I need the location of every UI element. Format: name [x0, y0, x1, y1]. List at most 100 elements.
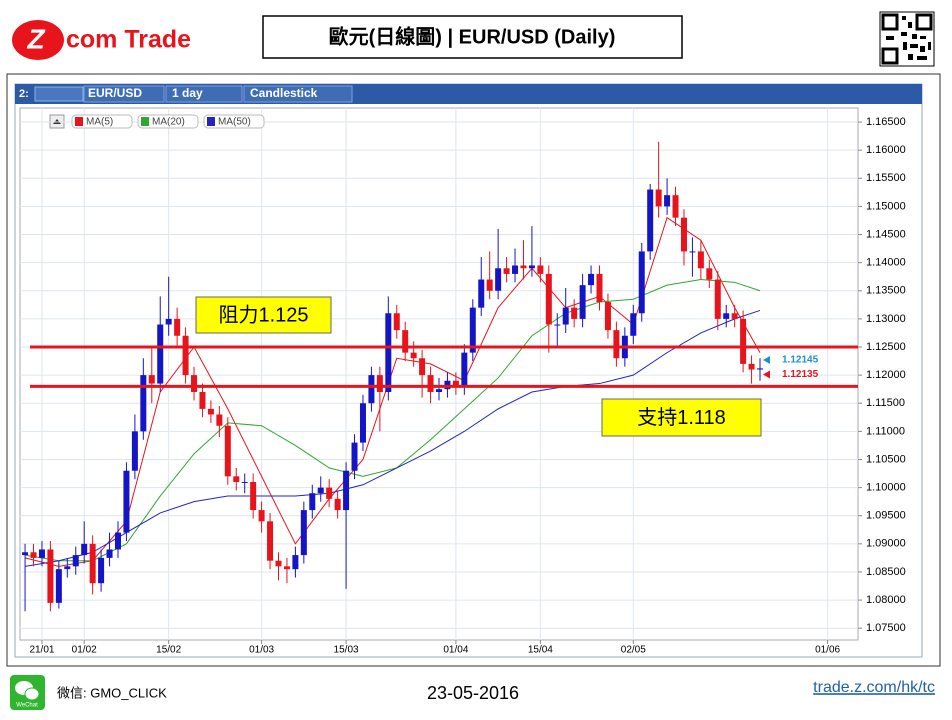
- plot-area: [19, 107, 859, 641]
- x-tick-label: 02/05: [621, 645, 646, 656]
- candle-body: [664, 195, 671, 207]
- price-tag: 1.12145: [782, 355, 819, 366]
- collapse-icon: [53, 119, 61, 124]
- candle-body: [326, 487, 333, 499]
- legend-box: [137, 114, 199, 129]
- legend-box: [203, 114, 265, 129]
- candle-body: [528, 265, 535, 269]
- level-label: 支持1.118: [637, 406, 726, 429]
- logo-text: com Trade: [66, 26, 191, 54]
- y-tick-label: 1.07500: [866, 622, 906, 634]
- x-tick-label: 21/01: [29, 645, 54, 656]
- candle-body: [579, 285, 586, 319]
- candle-body: [182, 335, 189, 376]
- candle-body: [571, 307, 578, 319]
- candle-body: [22, 552, 29, 556]
- candle-body: [655, 189, 662, 207]
- candle-body: [267, 521, 274, 561]
- style-button[interactable]: [243, 85, 353, 103]
- legend-box: [71, 114, 133, 129]
- candle-body: [376, 375, 383, 392]
- candle-body: [123, 470, 130, 533]
- x-tick-label: 15/02: [156, 645, 181, 656]
- y-tick-label: 1.11000: [866, 425, 905, 437]
- wechat-bubble: [24, 687, 40, 701]
- candle-body: [537, 265, 544, 274]
- candle-body: [689, 251, 696, 253]
- candle-body: [165, 318, 172, 325]
- candle-body: [199, 391, 206, 409]
- candle-body: [604, 302, 611, 331]
- y-tick-label: 1.10500: [866, 453, 906, 465]
- candle-body: [64, 566, 71, 570]
- period-button[interactable]: [165, 85, 243, 103]
- candle-body: [680, 217, 687, 252]
- price-tag: 1.12135: [782, 369, 819, 380]
- legend-swatch: [75, 117, 83, 126]
- candle-body: [106, 549, 113, 558]
- y-tick-label: 1.15000: [866, 200, 906, 212]
- legend-label: MA(5): [86, 117, 113, 128]
- candle-body: [731, 313, 738, 319]
- candle-body: [393, 313, 400, 331]
- candle-body: [486, 279, 493, 291]
- period: 1 day: [172, 86, 203, 100]
- ma-line: [24, 309, 761, 567]
- x-tick-label: 15/03: [334, 645, 359, 656]
- candle-body: [334, 498, 341, 511]
- candle-body: [672, 195, 679, 218]
- style: Candlestick: [250, 86, 318, 100]
- candle-body: [630, 313, 637, 336]
- candle-body: [757, 368, 764, 370]
- candle-body: [351, 442, 358, 471]
- y-tick-label: 1.10000: [866, 482, 906, 494]
- flag-icon: [34, 86, 84, 102]
- price-arrow: [763, 370, 770, 379]
- y-tick-label: 1.09000: [866, 538, 906, 550]
- candle-body: [461, 352, 468, 387]
- level-box: [195, 296, 332, 334]
- candle-body: [359, 403, 366, 443]
- toolbar-slot: 2:: [19, 88, 29, 100]
- candle-body: [748, 363, 755, 370]
- symbol-button[interactable]: [83, 85, 165, 103]
- y-tick-label: 1.14500: [866, 228, 906, 240]
- candle-body: [697, 251, 704, 269]
- qr-code: [879, 11, 935, 67]
- candle-body: [38, 549, 45, 558]
- logo-mark: Z: [26, 23, 45, 54]
- y-tick-label: 1.16000: [866, 144, 906, 156]
- candle-body: [207, 408, 214, 415]
- level-box: [601, 398, 762, 437]
- candle-body: [410, 352, 417, 359]
- y-tick-label: 1.08000: [866, 594, 906, 606]
- candle-body: [647, 189, 654, 252]
- candle-body: [402, 330, 409, 353]
- candle-body: [385, 313, 392, 392]
- logo-badge: [12, 20, 64, 60]
- candle-body: [436, 389, 442, 392]
- site-link[interactable]: trade.z.com/hk/tc: [813, 679, 935, 696]
- y-tick-label: 1.12000: [866, 369, 906, 381]
- level-label: 阻力1.125: [218, 303, 308, 326]
- candle-body: [309, 493, 316, 511]
- candle-body: [545, 273, 552, 325]
- y-tick-label: 1.16500: [866, 116, 906, 128]
- title: 歐元(日線圖) | EUR/USD (Daily): [329, 24, 616, 48]
- candle-body: [588, 273, 595, 286]
- x-tick-label: 15/04: [528, 645, 553, 656]
- candle-body: [140, 375, 147, 432]
- candle-body: [495, 268, 502, 291]
- candle-body: [89, 543, 96, 584]
- y-tick-label: 1.15500: [866, 172, 906, 184]
- candle-body: [30, 552, 37, 558]
- candle-body: [638, 251, 645, 314]
- y-tick-label: 1.14000: [866, 257, 906, 269]
- candle-body: [554, 324, 561, 326]
- x-tick-label: 01/04: [443, 645, 468, 656]
- candle-body: [452, 380, 459, 387]
- candle-body: [300, 510, 307, 556]
- candle-body: [512, 265, 519, 274]
- candle-body: [740, 318, 747, 364]
- candle-body: [714, 279, 721, 319]
